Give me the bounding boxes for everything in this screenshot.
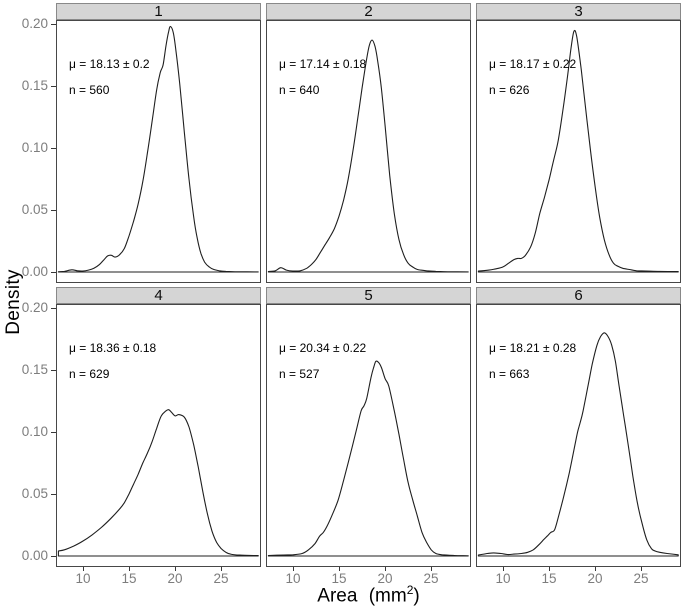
n-annotation: n = 663 — [489, 367, 530, 381]
y-tick-label: 0.15 — [21, 362, 48, 377]
facet-strip-label: 6 — [574, 287, 583, 304]
x-tick-mark — [339, 567, 340, 571]
density-panel: μ = 18.13 ± 0.2 n = 560 — [56, 20, 261, 283]
density-panel: μ = 20.34 ± 0.22 n = 527 — [266, 304, 471, 567]
n-annotation: n = 527 — [279, 367, 320, 381]
y-tick-mark — [51, 370, 56, 371]
facet-strip-label: 2 — [364, 3, 373, 20]
y-tick-mark — [51, 432, 56, 433]
facet-strip: 6 — [476, 287, 681, 304]
x-tick-label: 25 — [633, 571, 649, 586]
x-tick-mark — [293, 567, 294, 571]
mu-annotation: μ = 17.14 ± 0.18 — [279, 57, 367, 71]
density-curve-canvas — [477, 332, 679, 557]
x-axis-title: Area (mm2) — [56, 583, 681, 607]
facet-strip: 2 — [266, 3, 471, 20]
x-tick-label: 20 — [587, 571, 603, 586]
facet-strip-label: 3 — [574, 3, 583, 20]
x-tick-label: 20 — [167, 571, 183, 586]
facet-strip: 5 — [266, 287, 471, 304]
x-tick-mark — [83, 567, 84, 571]
density-curve — [57, 25, 259, 273]
mu-annotation: μ = 18.36 ± 0.18 — [69, 341, 157, 355]
x-tick-mark — [595, 567, 596, 571]
mu-annotation: μ = 20.34 ± 0.22 — [279, 341, 367, 355]
facet-strip-label: 5 — [364, 287, 373, 304]
mu-annotation: μ = 18.17 ± 0.22 — [489, 57, 577, 71]
y-tick-mark — [51, 210, 56, 211]
density-curve — [267, 39, 469, 273]
facet-strip-label: 4 — [154, 287, 163, 304]
x-tick-label: 10 — [495, 571, 511, 586]
facet-strip: 4 — [56, 287, 261, 304]
density-curve-canvas — [267, 360, 469, 557]
y-tick-mark — [51, 272, 56, 273]
y-tick-label: 0.20 — [21, 300, 48, 315]
y-tick-mark — [51, 24, 56, 25]
y-tick-label: 0.15 — [21, 78, 48, 93]
y-tick-mark — [51, 86, 56, 87]
x-tick-label: 25 — [213, 571, 229, 586]
x-tick-label: 25 — [423, 571, 439, 586]
y-tick-label: 0.05 — [21, 486, 48, 501]
x-tick-label: 20 — [377, 571, 393, 586]
n-annotation: n = 560 — [69, 83, 110, 97]
y-tick-mark — [51, 556, 56, 557]
density-panel: μ = 18.21 ± 0.28 n = 663 — [476, 304, 681, 567]
n-annotation: n = 629 — [69, 367, 110, 381]
density-panel: μ = 18.36 ± 0.18 n = 629 — [56, 304, 261, 567]
x-tick-mark — [641, 567, 642, 571]
density-curve — [477, 332, 679, 557]
density-curve-canvas — [477, 29, 679, 273]
density-curve-canvas — [57, 409, 259, 557]
x-tick-mark — [175, 567, 176, 571]
x-axis-title-text: Area (mm — [317, 585, 407, 607]
x-tick-mark — [221, 567, 222, 571]
y-tick-label: 0.20 — [21, 16, 48, 31]
mu-annotation: μ = 18.13 ± 0.2 — [69, 57, 150, 71]
y-tick-mark — [51, 148, 56, 149]
x-tick-label: 10 — [75, 571, 91, 586]
facet-strip: 3 — [476, 3, 681, 20]
x-tick-label: 15 — [541, 571, 557, 586]
facet-strip: 1 — [56, 3, 261, 20]
density-curve — [57, 409, 259, 557]
y-tick-label: 0.00 — [21, 264, 48, 279]
y-tick-label: 0.05 — [21, 202, 48, 217]
y-tick-mark — [51, 308, 56, 309]
x-tick-label: 15 — [331, 571, 347, 586]
x-axis-title-superscript: 2 — [406, 583, 414, 597]
x-tick-mark — [503, 567, 504, 571]
density-curve — [477, 29, 679, 273]
y-tick-mark — [51, 494, 56, 495]
density-curve-canvas — [57, 25, 259, 273]
n-annotation: n = 640 — [279, 83, 320, 97]
x-tick-label: 10 — [285, 571, 301, 586]
mu-annotation: μ = 18.21 ± 0.28 — [489, 341, 577, 355]
x-axis-title-suffix: ) — [413, 585, 420, 607]
x-tick-mark — [385, 567, 386, 571]
density-curve-canvas — [267, 39, 469, 273]
facet-strip-label: 1 — [154, 3, 163, 20]
density-panel: μ = 17.14 ± 0.18 n = 640 — [266, 20, 471, 283]
y-tick-label: 0.10 — [21, 140, 48, 155]
density-curve — [267, 360, 469, 557]
x-tick-mark — [129, 567, 130, 571]
y-tick-label: 0.00 — [21, 548, 48, 563]
n-annotation: n = 626 — [489, 83, 530, 97]
density-panel: μ = 18.17 ± 0.22 n = 626 — [476, 20, 681, 283]
y-tick-label: 0.10 — [21, 424, 48, 439]
x-tick-label: 15 — [121, 571, 137, 586]
x-tick-mark — [431, 567, 432, 571]
x-tick-mark — [549, 567, 550, 571]
